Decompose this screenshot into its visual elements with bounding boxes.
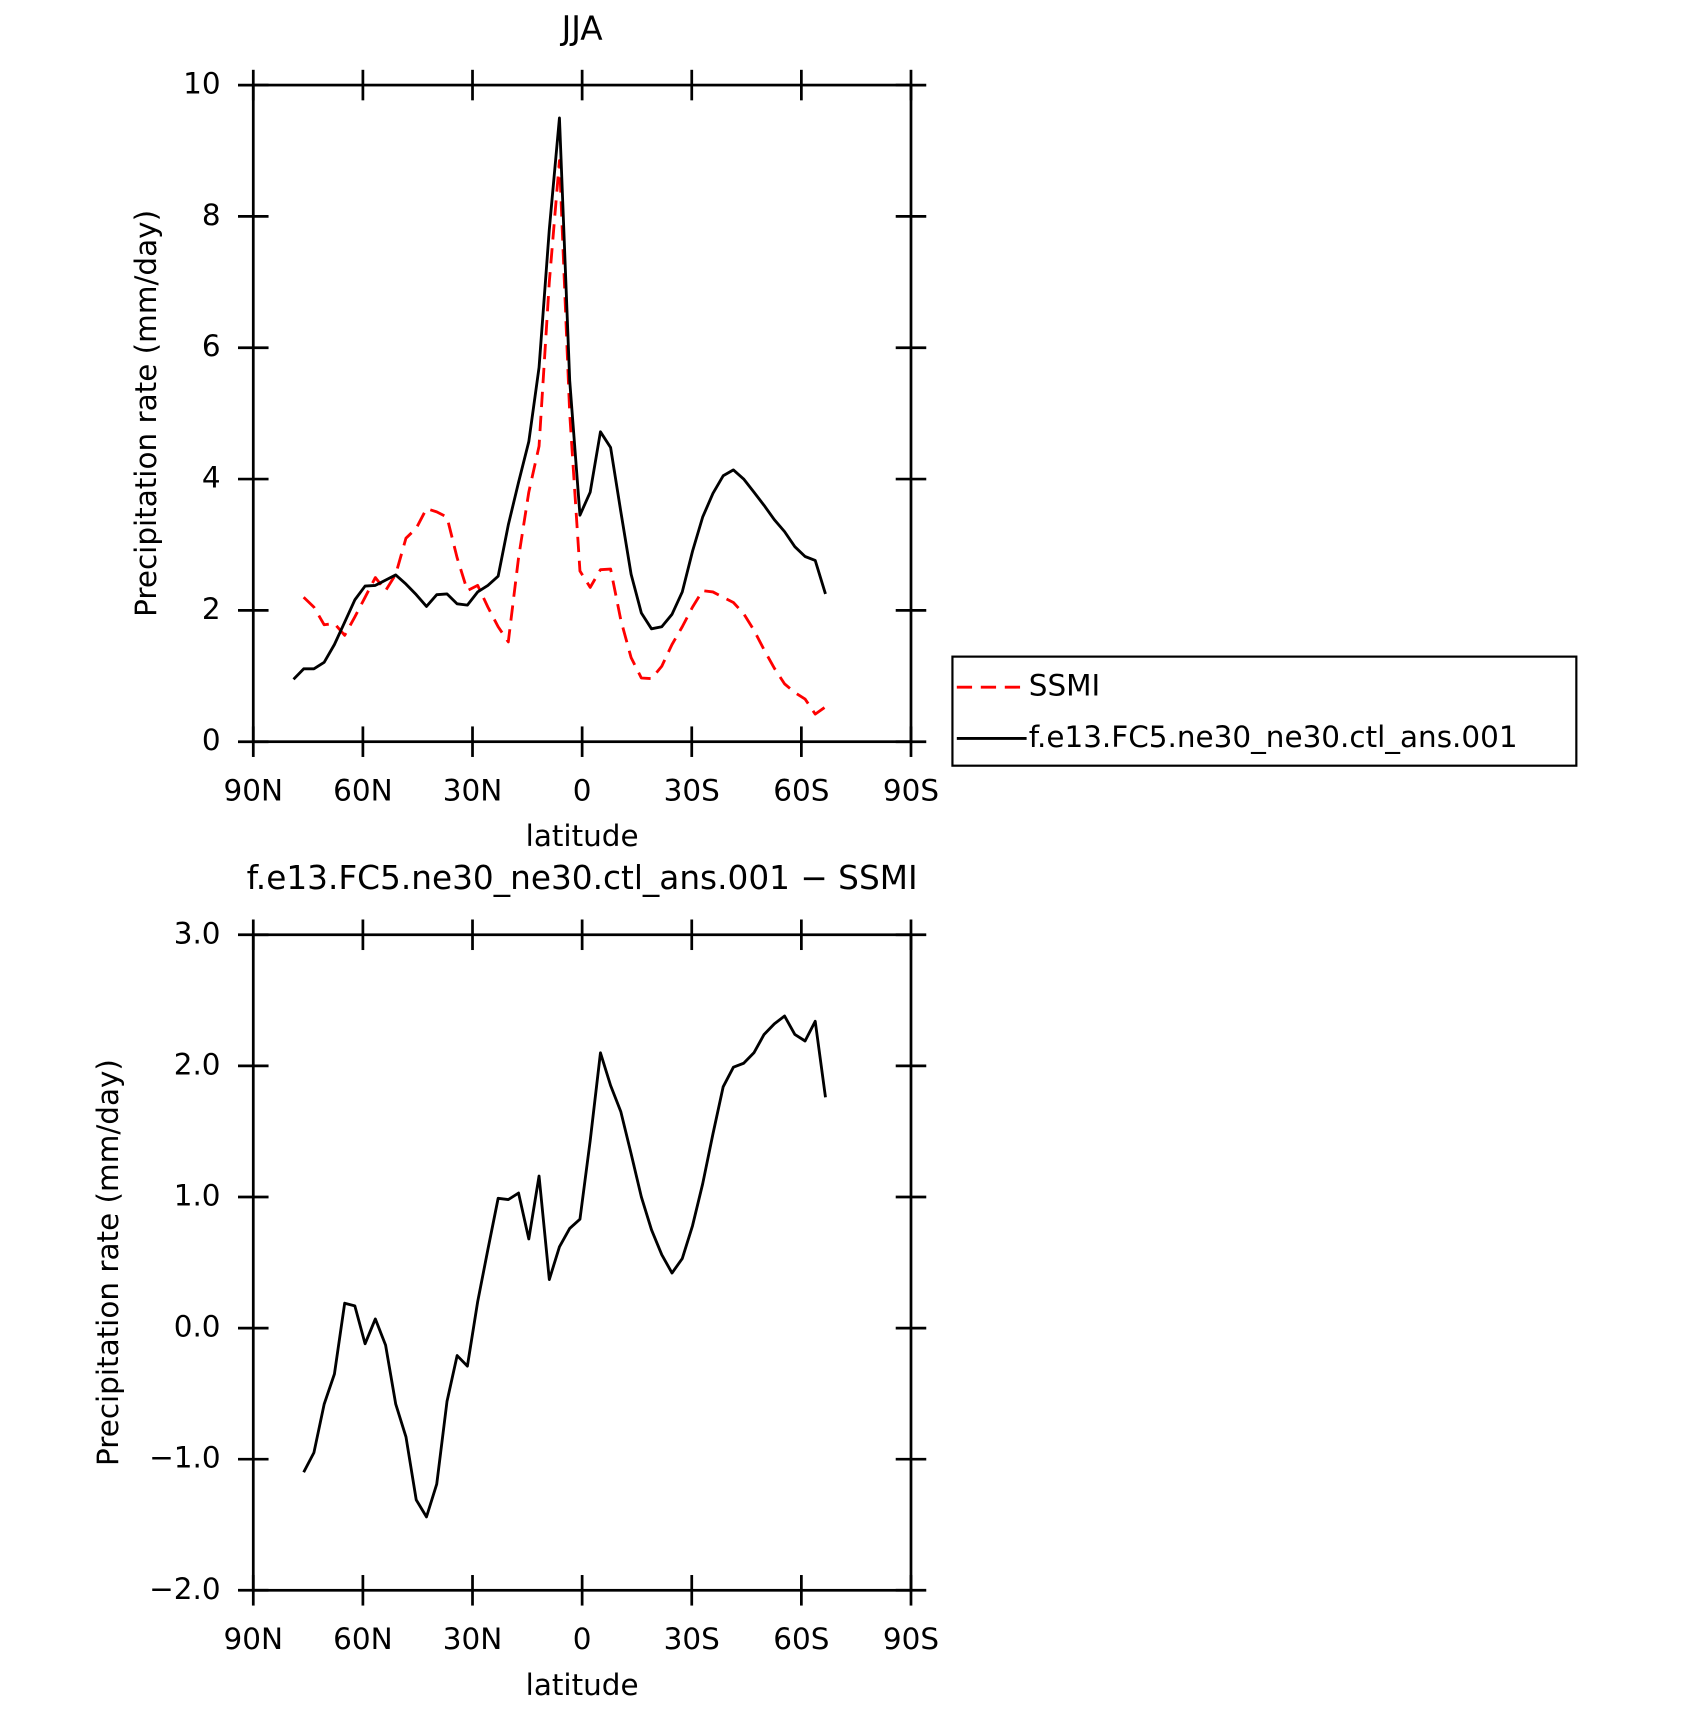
x-tick-label: 90N [224,1622,283,1656]
y-tick-label: 1.0 [174,1178,221,1212]
x-axis-label: latitude [526,819,639,853]
x-tick-label: 90N [224,773,283,807]
data-line [292,116,827,681]
legend-box [951,655,1578,767]
legend-label: SSMI [1029,669,1100,703]
x-tick-label: 0 [573,773,592,807]
legend-label: f.e13.FC5.ne30_ne30.ctl_ans.001 [1029,720,1518,754]
plot-frame [251,933,913,1592]
x-tick-label: 30S [664,773,720,807]
y-axis-label: Precipitation rate (mm/day) [129,210,163,617]
y-tick-label: 10 [183,67,220,101]
x-tick-label: 60N [333,1622,392,1656]
y-tick-label: 4 [202,461,221,495]
y-tick-label: −2.0 [149,1572,220,1606]
x-tick-label: 90S [883,773,939,807]
y-axis-label: Precipitation rate (mm/day) [91,1059,125,1466]
data-line [302,159,827,716]
x-tick-label: 60S [773,1622,829,1656]
y-tick-label: 6 [202,329,221,363]
y-tick-label: 2.0 [174,1047,221,1081]
y-tick-label: 0.0 [174,1310,221,1344]
x-tick-label: 30S [664,1622,720,1656]
y-tick-label: 2 [202,592,221,626]
y-tick-label: 0 [202,723,221,757]
y-tick-label: 8 [202,198,221,232]
x-tick-label: 90S [883,1622,939,1656]
x-tick-label: 60S [773,773,829,807]
x-axis-label: latitude [526,1668,639,1702]
x-tick-label: 60N [333,773,392,807]
y-tick-label: −1.0 [149,1441,220,1475]
x-tick-label: 0 [573,1622,592,1656]
x-tick-label: 30N [443,773,502,807]
y-tick-label: 3.0 [174,916,221,950]
data-line [302,1014,827,1519]
plot-frame [251,83,913,744]
x-tick-label: 30N [443,1622,502,1656]
chart-title: JJA [560,10,604,48]
chart-title: f.e13.FC5.ne30_ne30.ctl_ans.001 − SSMI [247,859,918,897]
